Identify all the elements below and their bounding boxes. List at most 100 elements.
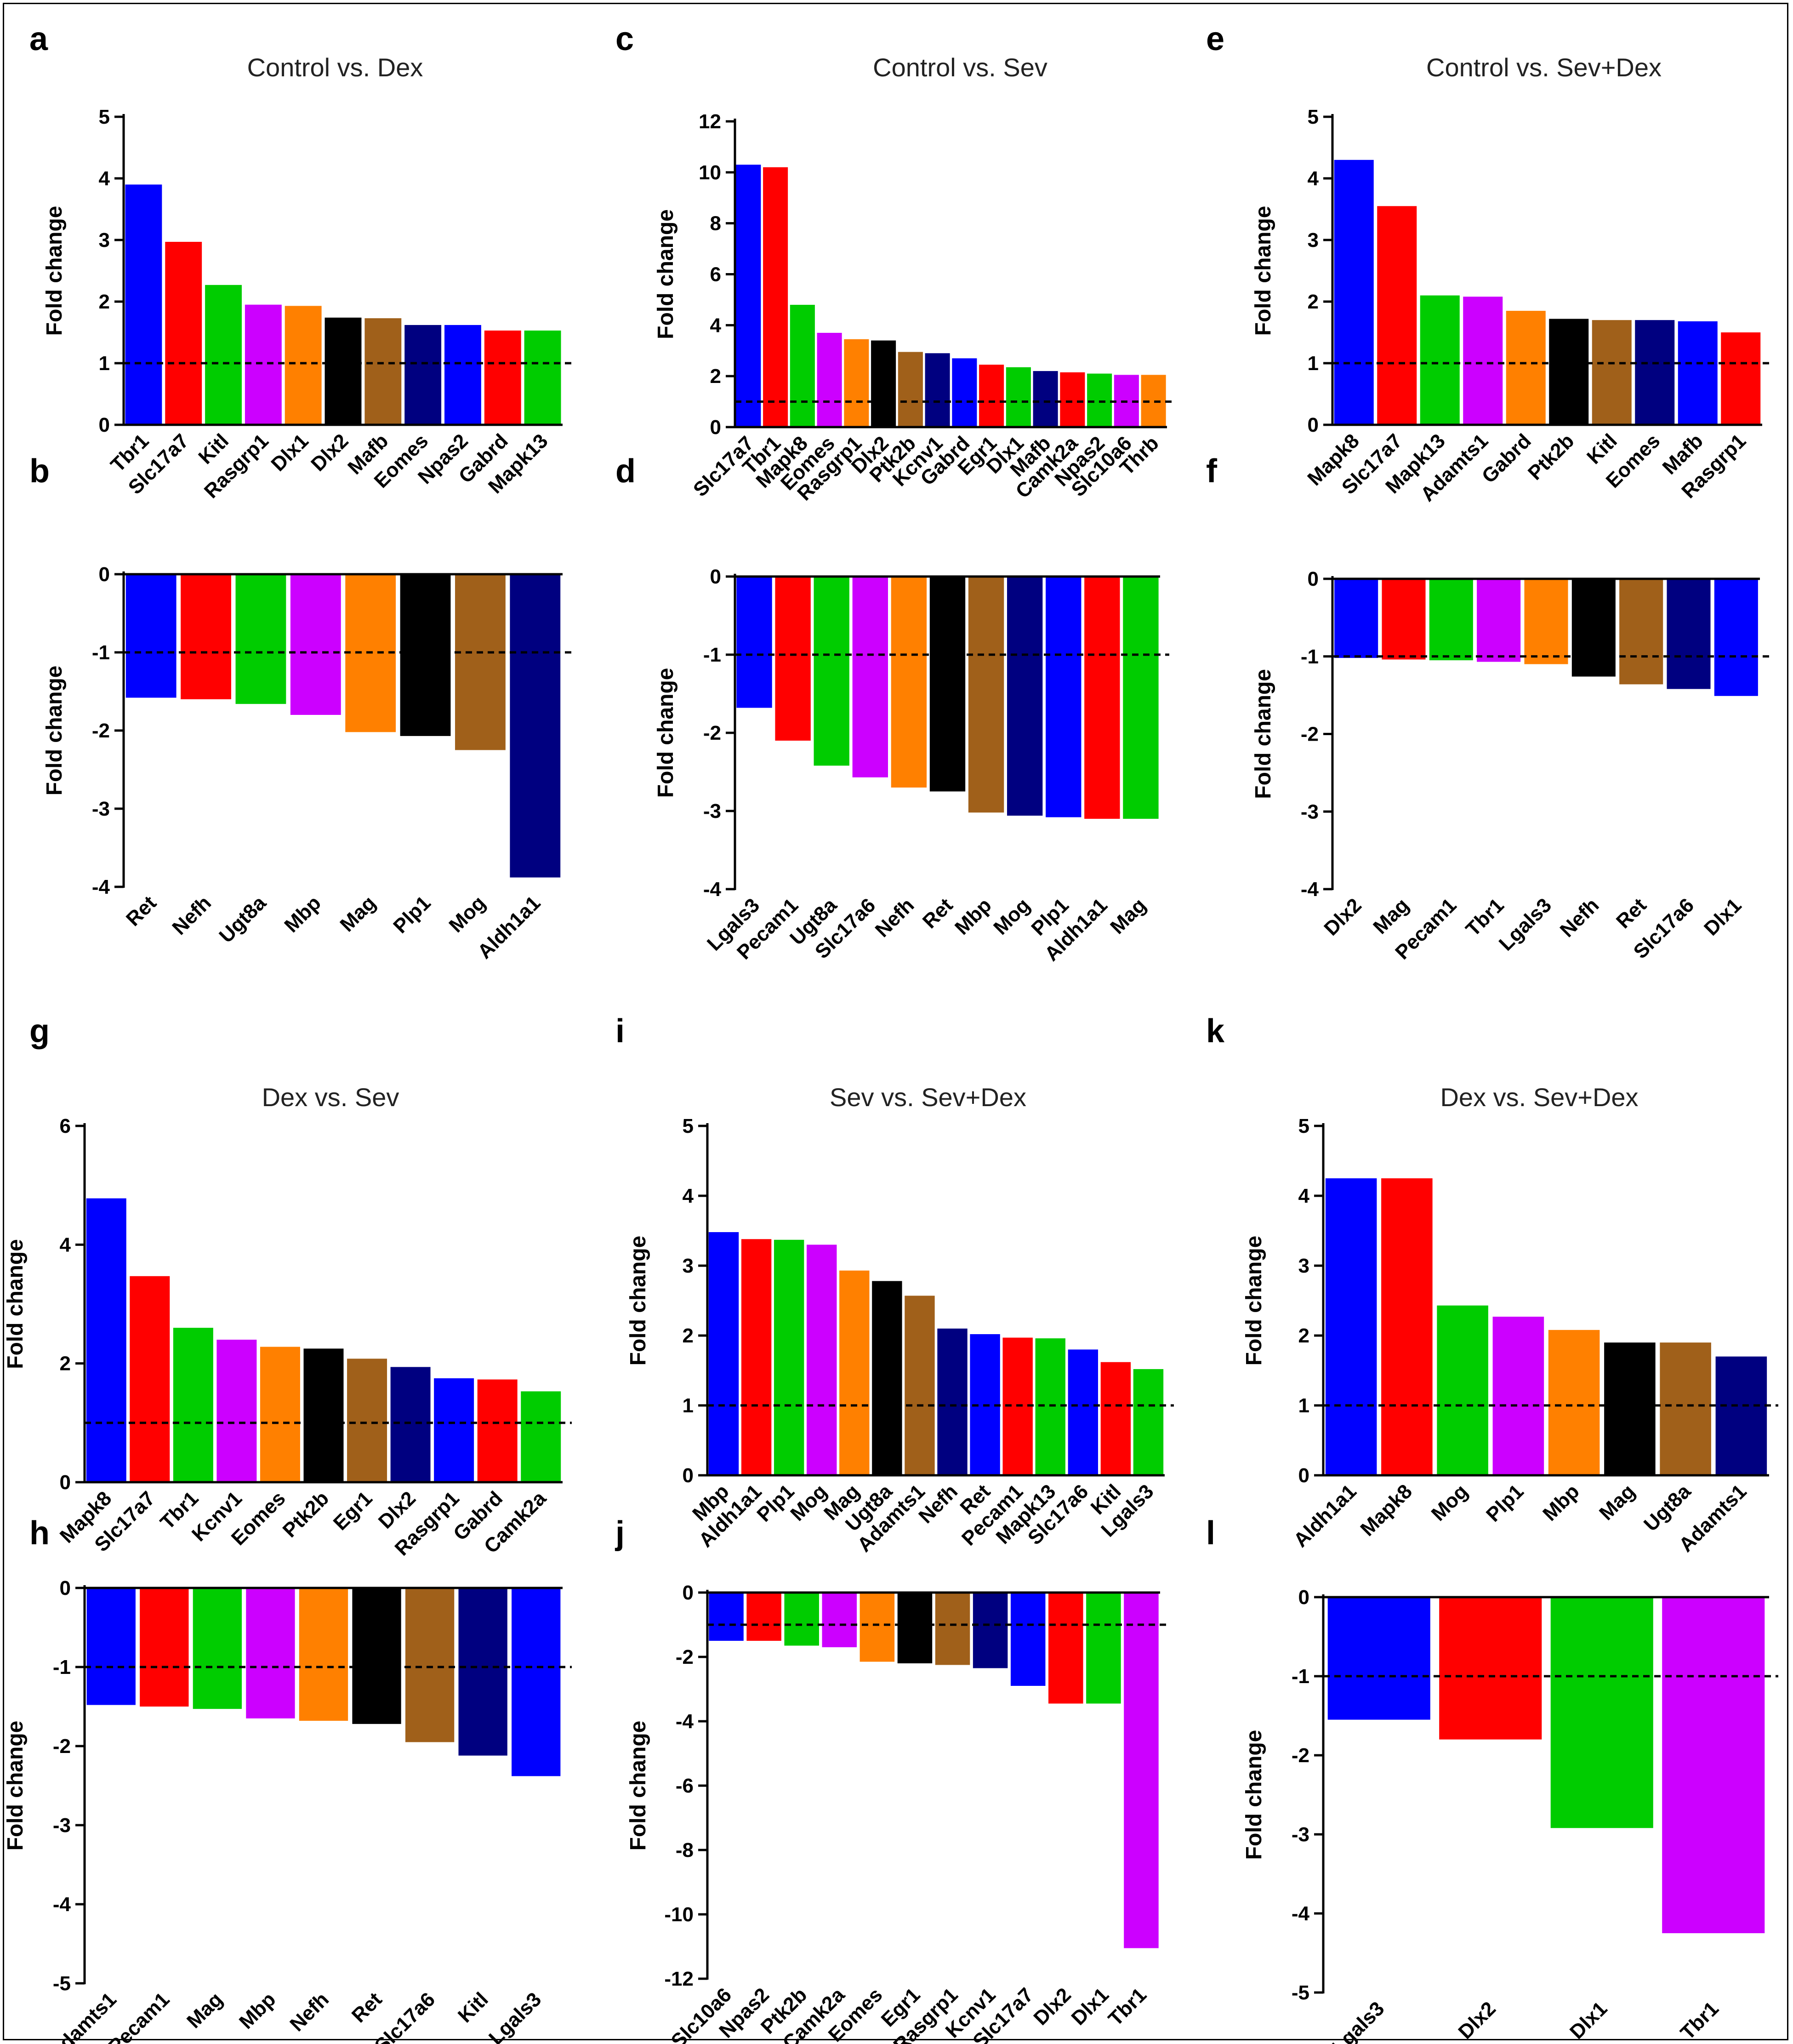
bar-Mbp: [968, 577, 1004, 813]
y-tick-label: -3: [1292, 1823, 1309, 1846]
bar-Plp1: [400, 574, 451, 736]
figure: a Control vs. Dex 0 1 2 3 4 5 Fold change Tbr1 Slc…: [3, 3, 1788, 2044]
bar-Mapk13: [1420, 295, 1460, 425]
bar-Tbr1: [125, 184, 162, 425]
bar-Plp1: [1046, 577, 1081, 817]
bar-Pecam1: [1429, 579, 1473, 661]
y-tick-label: -1: [1292, 1665, 1309, 1688]
y-tick-label: 0: [1308, 414, 1319, 436]
chart-title: Control vs. Sev+Dex: [1426, 53, 1662, 82]
bar-Slc17a6: [1667, 579, 1711, 689]
x-tick-label: Mag: [182, 1988, 227, 2033]
panel-d: d 0 -1 -2 -3 -4 Fold change Lgals3 Pecam1 Ugt8a Sl…: [597, 455, 1190, 974]
y-tick-label: 5: [683, 1115, 694, 1137]
y-ticks: 0 1 2 3 4 5: [683, 1115, 707, 1487]
x-tick-label: Mag: [1595, 1480, 1639, 1524]
bar-Eomes: [260, 1347, 300, 1482]
y-tick-label: 0: [683, 1464, 694, 1487]
bar-Dlx2: [1334, 579, 1378, 658]
y-tick-label: 0: [710, 565, 721, 588]
panel-label: h: [29, 1515, 50, 1552]
y-tick-label: -3: [53, 1814, 71, 1837]
y-tick-label: -2: [703, 722, 721, 744]
bar-Eomes: [860, 1593, 895, 1662]
bar-Dlx1: [1086, 1593, 1121, 1704]
bar-Dlx2: [324, 317, 362, 425]
y-tick-label: -5: [53, 1972, 71, 1995]
bar-Mapk13: [524, 330, 561, 425]
y-axis-label: Fold change: [654, 668, 678, 798]
bar-Mog: [807, 1245, 837, 1475]
bar-Mapk8: [790, 305, 815, 427]
panel-label: l: [1206, 1515, 1216, 1552]
bar-Rasgrp1: [245, 304, 282, 425]
y-tick-label: -2: [1292, 1744, 1309, 1767]
bar-Ptk2b: [784, 1593, 819, 1646]
bar-Egr1: [347, 1359, 387, 1482]
bar-Tbr1: [1662, 1597, 1765, 1933]
bar-Ptk2b: [303, 1348, 344, 1482]
x-tick-label: Nefh: [914, 1480, 962, 1528]
bar-Adamts1: [1715, 1356, 1767, 1475]
bar-chart: 0 -1 -2 -3 -4 Fold change Lgals3Pecam1Ugt8aSlc…: [654, 565, 1169, 965]
bars: [736, 577, 1159, 819]
bar-Kitl: [1100, 1362, 1131, 1475]
bar-Eomes: [817, 332, 842, 427]
bars: [125, 184, 561, 425]
x-tick-label: Slc17a6: [370, 1988, 440, 2044]
x-tick-label: Mapk8: [1356, 1480, 1416, 1540]
bar-Egr1: [897, 1593, 933, 1663]
bar-Adamts1: [1463, 297, 1503, 425]
bar-Slc17a7: [1010, 1593, 1046, 1686]
y-tick-label: -4: [1301, 878, 1319, 901]
bar-Ugt8a: [814, 577, 849, 766]
bar-Slc17a6: [852, 577, 888, 777]
y-tick-label: 0: [1298, 1464, 1309, 1487]
y-tick-label: -12: [664, 1968, 694, 1990]
x-tick-label: Nefh: [168, 891, 216, 939]
y-tick-label: 1: [1308, 352, 1319, 375]
bar-Kcnv1: [925, 353, 950, 427]
x-tick-label: Dlx1: [1700, 894, 1746, 940]
y-tick-label: 4: [1298, 1185, 1310, 1207]
y-tick-label: -4: [1292, 1902, 1310, 1925]
bar-Mog: [1007, 577, 1043, 816]
y-ticks: 0 -2 -4 -6 -8 -10 -12: [664, 1582, 707, 1990]
bar-Dlx1: [285, 306, 322, 425]
y-tick-label: -8: [676, 1839, 694, 1861]
bar-Ugt8a: [872, 1281, 902, 1475]
y-tick-label: 2: [60, 1353, 71, 1375]
x-tick-label: Ugt8a: [215, 891, 270, 947]
y-tick-label: 0: [99, 563, 110, 586]
x-tick-label: Mbp: [1538, 1480, 1584, 1525]
y-tick-label: 4: [99, 167, 110, 190]
bars: [1325, 1178, 1767, 1475]
x-tick-label: Adamts1: [45, 1988, 121, 2044]
bar-Dlx1: [1006, 367, 1031, 427]
bar-Npas2: [1087, 373, 1112, 427]
y-tick-label: 8: [710, 212, 721, 235]
y-axis-label: Fold change: [654, 209, 678, 339]
x-tick-label: Mog: [989, 894, 1035, 939]
bar-Slc17a7: [1377, 206, 1417, 425]
y-tick-label: 10: [699, 161, 721, 184]
x-tick-label: Mbp: [951, 894, 996, 939]
bar-Mafb: [1678, 321, 1718, 425]
y-tick-label: 4: [60, 1233, 71, 1256]
bar-Gabrd: [952, 358, 977, 427]
bar-Dlx2: [390, 1367, 431, 1482]
y-tick-label: 1: [1298, 1394, 1309, 1417]
bar-Mog: [1437, 1305, 1488, 1475]
x-tick-label: Dlx2: [1320, 894, 1366, 940]
y-axis-label: Fold change: [3, 1721, 28, 1851]
bars: [1334, 579, 1758, 696]
bar-Nefh: [181, 574, 231, 699]
y-tick-label: 1: [683, 1394, 694, 1417]
bar-Tbr1: [1124, 1593, 1159, 1948]
bar-Mafb: [1033, 371, 1058, 427]
y-tick-label: 3: [1308, 229, 1319, 251]
x-tick-label: Nefh: [1556, 894, 1604, 942]
